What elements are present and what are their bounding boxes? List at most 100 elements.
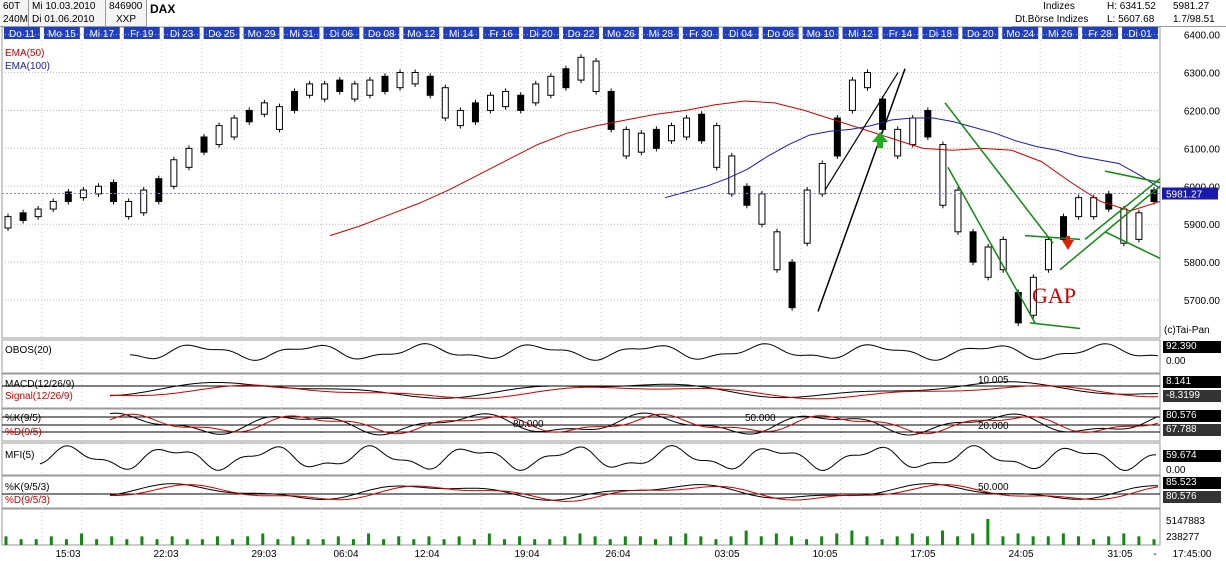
date-tab-label: Do 11: [9, 29, 35, 40]
volume-bar: [895, 536, 899, 545]
x-axis-label: -: [1153, 549, 1156, 560]
flag-lower: [1104, 231, 1161, 260]
y-tick-label: 5900.00: [1184, 220, 1221, 231]
volume-bar: [34, 539, 38, 545]
candle-body: [94, 185, 102, 195]
candle-body: [200, 136, 208, 153]
date-tab: [563, 27, 599, 39]
obos-zero: 0.00: [1166, 356, 1186, 367]
candle-body: [1060, 216, 1068, 240]
volume-bar: [638, 536, 642, 545]
candle-body: [1044, 238, 1052, 271]
obos-value: 92.390: [1163, 341, 1221, 353]
x-axis-label: 15:03: [55, 549, 80, 560]
candle-body: [1135, 212, 1143, 240]
date-tab-label: Di 20: [529, 29, 553, 40]
candle-body: [984, 246, 992, 278]
ema100-legend: EMA(100): [5, 61, 51, 72]
date-tab: [83, 27, 120, 39]
date-tab: [682, 27, 719, 39]
volume-bar: [684, 533, 688, 545]
date-tab: [1082, 27, 1119, 39]
volume-max: 5147883: [1166, 516, 1205, 527]
last-price-box: [1162, 187, 1218, 200]
indicator-panel-frame: [1, 475, 1161, 509]
volume-bar: [1016, 533, 1020, 545]
candle-body: [728, 155, 736, 195]
date-tab: [43, 27, 80, 39]
x-axis-label: 17:05: [910, 549, 935, 560]
mfi-zero: 0.00: [1166, 465, 1186, 476]
candle-body: [713, 125, 721, 168]
date-tab: [962, 27, 999, 39]
volume-bar: [487, 533, 491, 545]
channel-base: [1029, 322, 1081, 330]
y-tick-label: 5700.00: [1184, 296, 1221, 307]
candle-body: [502, 90, 510, 108]
candle-body: [487, 94, 495, 111]
gap-line: [1024, 234, 1081, 241]
volume-bar: [880, 539, 884, 545]
volume-bar: [397, 536, 401, 545]
volume-bar: [714, 539, 718, 545]
date-tab-label: Fr 14: [889, 29, 913, 40]
candle-body: [366, 79, 374, 96]
volume-bar: [64, 539, 68, 545]
ema50-line: [329, 100, 1161, 237]
volume-bar: [200, 539, 204, 545]
x-axis-label: 24:05: [1008, 549, 1033, 560]
volume-bar: [215, 536, 219, 545]
date-tab: [922, 27, 959, 39]
candle-body: [864, 72, 871, 89]
date-tab: [403, 27, 440, 39]
y-tick-label: 6100.00: [1184, 144, 1221, 155]
candle-body: [125, 200, 133, 218]
volume-bar: [669, 536, 673, 545]
symbol-title: DAX: [150, 2, 176, 16]
stoch-level-50: 50.000: [745, 413, 776, 424]
volume-bar: [457, 536, 461, 545]
signal-line: [109, 384, 1158, 400]
candle-body: [396, 72, 404, 89]
flag-upper: [1104, 170, 1161, 184]
candle-body: [924, 109, 932, 138]
date-tab-label: Di 23: [170, 29, 194, 40]
stoch-d-line: [109, 413, 1159, 435]
date-tab: [523, 27, 560, 39]
candle-body: [441, 87, 449, 119]
candle-body: [532, 83, 540, 104]
candle-body: [833, 117, 841, 157]
x-axis-label: 10:05: [812, 549, 837, 560]
date-tab: [4, 27, 40, 39]
ema100-line: [664, 117, 1161, 199]
volume-bar: [789, 536, 793, 545]
x-axis-label: 29:03: [251, 549, 276, 560]
signal-label: Signal(12/26/9): [5, 391, 73, 402]
candle-body: [170, 159, 178, 187]
date-tab: [203, 27, 240, 39]
volume-bar: [729, 536, 733, 545]
volume-bar: [699, 536, 703, 545]
volume-bar: [941, 530, 945, 545]
date-tab-label: Mo 10: [807, 29, 835, 40]
candle-body: [306, 83, 314, 96]
volume-bar: [744, 530, 748, 545]
candle-body: [426, 75, 434, 96]
volume-bar: [563, 536, 567, 545]
stoch-d-value: 67.788: [1163, 424, 1221, 436]
date-tab: [483, 27, 520, 39]
channel-lower: [947, 166, 1036, 324]
volume-bar: [125, 539, 129, 545]
candle-body: [140, 189, 148, 214]
volume-bar: [956, 536, 960, 545]
volume-bar: [910, 533, 914, 545]
volume-bar: [986, 519, 990, 545]
date-tab-label: Mo 26: [607, 29, 635, 40]
candle-body: [230, 117, 238, 138]
volume-bar: [1001, 536, 1005, 545]
slow-d-label: %D(9/5/3): [5, 495, 51, 506]
candle-body: [758, 193, 766, 225]
date-tab-label: Do 06: [767, 29, 794, 40]
mfi-label: MFI(5): [5, 450, 35, 461]
